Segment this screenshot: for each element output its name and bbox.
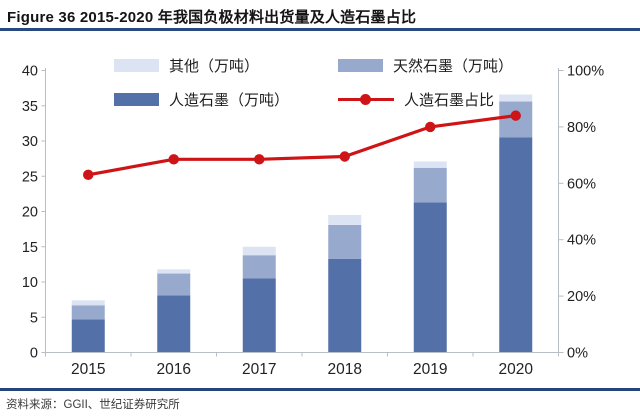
y-left-tick-label: 15 <box>22 240 38 256</box>
y-right-tick-label: 80% <box>567 120 596 136</box>
x-category-label: 2018 <box>328 361 362 378</box>
bar-segment-natural-2016 <box>157 273 191 296</box>
legend-swatch-other <box>114 58 159 72</box>
x-category-label: 2020 <box>499 361 534 378</box>
legend-label: 其他（万吨） <box>169 57 260 75</box>
bar-segment-other-2018 <box>328 215 362 225</box>
share-line <box>86 114 518 177</box>
x-category-label: 2019 <box>413 361 447 378</box>
title-underline <box>0 28 640 31</box>
x-category-label: 2016 <box>157 361 191 378</box>
y-right-tick-label: 40% <box>567 233 596 249</box>
y-left-tick-label: 20 <box>22 205 38 221</box>
legend-item-artificial: 人造石墨（万吨） <box>114 91 290 109</box>
legend-label: 人造石墨占比 <box>404 91 495 109</box>
source-note: 资料来源：GGII、世纪证券研究所 <box>6 399 180 411</box>
bar-segment-natural-2015 <box>71 305 105 320</box>
footer-divider <box>0 388 640 391</box>
figure-title: Figure 36 2015-2020 年我国负极材料出货量及人造石墨占比 <box>7 9 417 26</box>
bar-segment-other-2020 <box>499 94 533 102</box>
share-line-point-2020 <box>510 110 521 121</box>
y-left-tick-label: 5 <box>30 310 38 326</box>
y-left-tick-label: 35 <box>22 99 38 115</box>
bar-segment-natural-2017 <box>242 255 276 279</box>
legend-item-other: 其他（万吨） <box>114 57 260 75</box>
legend-swatch-natural <box>338 58 383 72</box>
share-line-point-2019 <box>425 121 436 133</box>
legend-label: 天然石墨（万吨） <box>393 57 514 75</box>
y-left-tick-label: 10 <box>22 275 38 291</box>
y-right-tick-label: 100% <box>567 64 604 80</box>
x-category-label: 2015 <box>71 361 105 378</box>
bar-segment-artificial-2019 <box>413 202 447 353</box>
legend-swatch-artificial <box>114 92 159 106</box>
bar-segment-natural-2019 <box>413 167 447 203</box>
bar-segment-other-2019 <box>413 161 447 168</box>
legend-item-natural: 天然石墨（万吨） <box>338 57 514 75</box>
legend-label: 人造石墨（万吨） <box>169 91 290 109</box>
legend-item-share-line: 人造石墨占比 <box>338 91 495 109</box>
y-right-tick-label: 0% <box>567 346 588 362</box>
share-line-point-2018 <box>339 151 350 162</box>
y-left-tick-label: 0 <box>30 346 38 362</box>
y-right-tick-label: 60% <box>567 176 596 192</box>
share-line-point-2017 <box>254 154 265 165</box>
share-line-point-2016 <box>168 154 179 165</box>
x-category-label: 2017 <box>242 361 276 378</box>
bar-segment-artificial-2018 <box>328 258 362 353</box>
bar-segment-natural-2018 <box>328 224 362 259</box>
bar-segment-other-2017 <box>242 246 276 256</box>
y-right-tick-label: 20% <box>567 289 596 305</box>
y-left-tick-label: 25 <box>22 169 38 185</box>
bar-segment-other-2015 <box>71 300 105 306</box>
y-left-tick-label: 40 <box>22 64 38 80</box>
y-left-tick-label: 30 <box>22 134 38 150</box>
bar-segment-artificial-2020 <box>499 137 533 353</box>
legend-line-marker-icon <box>338 93 394 106</box>
bar-segment-artificial-2016 <box>157 295 191 353</box>
share-line-point-2015 <box>83 169 94 181</box>
bar-segment-other-2016 <box>157 269 191 274</box>
bar-segment-artificial-2017 <box>242 278 276 353</box>
bar-segment-artificial-2015 <box>71 319 105 353</box>
